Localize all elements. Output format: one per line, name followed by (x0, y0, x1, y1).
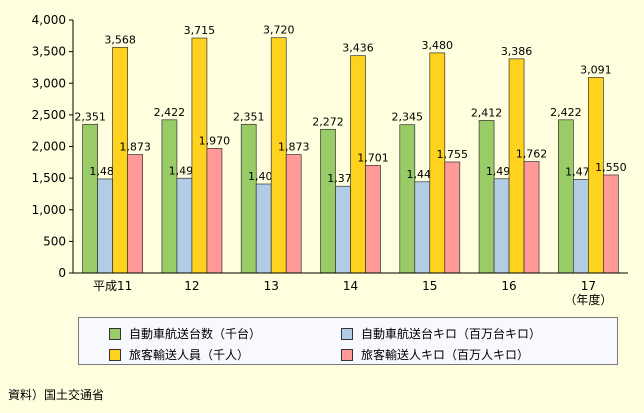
bar-value-label: 2,412 (471, 106, 503, 119)
y-tick-label: 500 (43, 234, 66, 248)
legend-label: 自動車航送台キロ（百万台キロ） (361, 327, 542, 341)
bar (82, 123, 98, 274)
bar-value-label: 3,480 (422, 39, 454, 52)
x-tick-label: 平成11 (93, 279, 132, 293)
y-tick-label: 3,000 (32, 76, 66, 90)
y-tick-label: 2,500 (32, 108, 66, 122)
bar (399, 124, 416, 274)
bar (558, 119, 574, 274)
source-note: 資料）国土交通省 (8, 388, 105, 402)
bar-value-label: 3,091 (580, 63, 612, 76)
bar-value-label: 2,422 (154, 106, 186, 119)
bar-value-label: 1,970 (199, 134, 231, 147)
y-tick-label: 2,000 (32, 140, 66, 154)
bar (176, 177, 193, 274)
bar (206, 148, 223, 274)
bar (285, 154, 302, 274)
y-tick-label: 1,000 (32, 203, 66, 217)
x-tick-label: 15 (422, 279, 437, 293)
bar-chart: 05001,0001,5002,0002,5003,0003,5004,000 … (32, 13, 628, 307)
legend-label: 旅客輸送人員（千人） (129, 348, 250, 362)
y-tick-label: 0 (58, 266, 66, 280)
bar (320, 128, 336, 274)
bar (255, 183, 272, 274)
bar-value-label: 2,422 (550, 106, 582, 119)
x-tick-label: 12 (184, 279, 199, 293)
bar (478, 120, 495, 274)
bar-value-label: 2,351 (233, 110, 265, 123)
y-tick-label: 1,500 (32, 171, 66, 185)
bar-value-label: 3,715 (184, 24, 216, 37)
x-tick-label: 13 (264, 279, 279, 293)
y-tick-label: 3,500 (32, 45, 66, 59)
x-axis: 平成11 12 13 14 15 16 17（年度） (73, 272, 628, 307)
legend-item-vehicle-km: 自動車航送台キロ（百万台キロ） (341, 325, 541, 342)
bar (429, 52, 446, 274)
legend-swatch-vehicle-km (341, 327, 353, 340)
x-tick-label: 16 (501, 279, 516, 293)
bar (523, 161, 540, 274)
bar (112, 46, 128, 274)
bar (127, 154, 143, 274)
bar (240, 123, 257, 274)
legend-item-vehicle-count: 自動車航送台数（千台） (109, 325, 261, 342)
legend-swatch-vehicle-count (109, 327, 121, 340)
legend-item-passengers: 旅客輸送人員（千人） (109, 346, 249, 363)
bar-value-label: 3,436 (342, 42, 374, 55)
legend-swatch-passenger-km (341, 348, 353, 361)
bar-value-label: 2,345 (392, 111, 424, 124)
bar-value-label: 1,873 (119, 141, 151, 154)
bar (493, 178, 510, 274)
bar (270, 37, 287, 274)
legend-label: 旅客輸送人キロ（百万人キロ） (361, 348, 530, 362)
legend-swatch-passengers (109, 348, 121, 361)
bar-value-label: 1,873 (278, 141, 310, 154)
bar-value-label: 1,762 (516, 148, 548, 161)
x-unit-note: （年度） (564, 292, 612, 307)
legend: 自動車航送台数（千台） 自動車航送台キロ（百万台キロ） 旅客輸送人員（千人） 旅… (78, 317, 618, 365)
bar (335, 185, 351, 274)
bar (161, 119, 178, 274)
x-tick-label: 17 (581, 279, 596, 293)
bar-value-label: 1,701 (357, 151, 389, 164)
y-tick-label: 4,000 (32, 13, 66, 27)
bar (603, 174, 619, 274)
bar-value-label: 2,272 (312, 115, 344, 128)
bar (508, 58, 525, 274)
bar-value-label: 3,720 (263, 24, 295, 37)
bars-group: 2,3511,4873,5681,8732,4221,4983,7151,970… (74, 24, 627, 274)
bar (573, 179, 589, 274)
x-tick-label: 14 (343, 279, 358, 293)
bar (365, 165, 381, 274)
bar-value-label: 3,568 (104, 33, 136, 46)
bar-value-label: 1,755 (437, 148, 469, 161)
y-axis: 0 500 1,000 1,500 2,000 2,500 3,000 3,500 4,000 (32, 13, 74, 280)
bar (97, 178, 113, 274)
bar-value-label: 1,550 (595, 161, 627, 174)
bar (444, 161, 461, 274)
legend-item-passenger-km: 旅客輸送人キロ（百万人キロ） (341, 346, 529, 363)
legend-label: 自動車航送台数（千台） (129, 327, 262, 341)
bar (414, 181, 431, 274)
bar-value-label: 3,386 (501, 45, 533, 58)
bar (191, 37, 208, 274)
bar-value-label: 2,351 (74, 110, 106, 123)
bar (588, 77, 604, 274)
